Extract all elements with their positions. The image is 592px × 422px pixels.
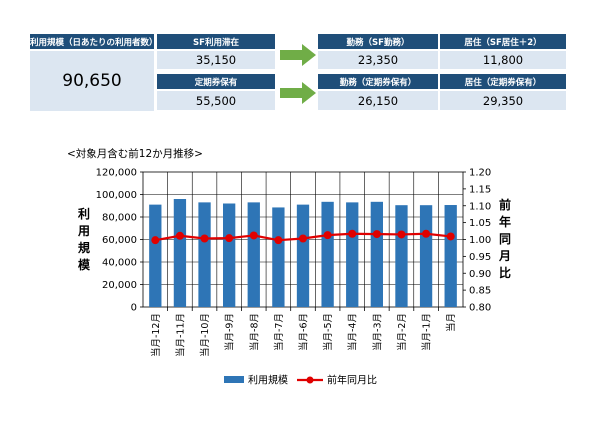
resident-sf-value: 11,800 (440, 51, 566, 69)
line-point (274, 236, 283, 245)
x-tick-label: 当月-8月 (248, 313, 260, 351)
line-point (299, 234, 307, 243)
sf-stay-header: SF利用滞在 (157, 34, 275, 49)
bar (198, 202, 211, 307)
line-point (372, 230, 381, 239)
line-point (249, 231, 258, 240)
y2-tick-label: 1.05 (469, 218, 491, 229)
resident-sf-header: 居住（SF居住＋2） (440, 34, 566, 49)
y-tick-label: 0 (131, 303, 137, 314)
bar (370, 201, 383, 307)
y2-axis-label-char: 年 (499, 214, 511, 229)
resident-pass-value: 29,350 (440, 91, 566, 110)
commuter-pass-value: 55,500 (157, 91, 275, 110)
x-tick-label: 当月-1月 (421, 313, 433, 351)
bar (444, 205, 457, 307)
x-tick-label: 当月-6月 (298, 313, 310, 351)
resident-pass-header: 居住（定期券保有） (440, 74, 566, 89)
x-tick-label: 当月 (445, 313, 457, 332)
y-axis-label-char: 利 (78, 206, 90, 221)
x-tick-label: 当月-11月 (174, 313, 186, 357)
arrow-right-icon (280, 82, 316, 104)
x-tick-label: 当月-10月 (199, 313, 211, 357)
y2-tick-label: 0.80 (469, 303, 491, 314)
y-tick-label: 120,000 (96, 168, 137, 179)
y2-tick-label: 1.00 (469, 235, 491, 246)
legend-swatch-point (306, 376, 314, 384)
x-tick-label: 当月-4月 (347, 313, 359, 351)
bar (272, 207, 285, 307)
x-tick-label: 当月-5月 (322, 313, 334, 351)
work-pass-value: 26,150 (318, 91, 438, 110)
bar (223, 203, 236, 307)
y2-tick-label: 1.10 (469, 201, 491, 212)
y-tick-label: 80,000 (102, 213, 137, 224)
y-tick-label: 40,000 (102, 258, 137, 269)
y2-axis-label-char: 月 (498, 249, 511, 263)
bar (346, 202, 359, 307)
usage-scale-header: 利用規模（日あたりの利用者数） (30, 34, 158, 49)
bar (395, 205, 408, 307)
x-tick-label: 当月-2月 (396, 313, 408, 351)
y-axis-label-char: 用 (77, 224, 90, 238)
y2-tick-label: 0.95 (469, 252, 491, 263)
line-point (200, 234, 209, 243)
line-point (175, 231, 184, 240)
y2-axis-label-char: 比 (499, 265, 511, 280)
line-point (348, 229, 357, 238)
legend-swatch-bar (224, 376, 244, 383)
arrow-right-icon (280, 44, 316, 66)
line-point (446, 232, 455, 241)
chart-title: <対象月含む前12か月推移> (67, 148, 203, 160)
y-tick-label: 60,000 (102, 235, 137, 246)
y-tick-label: 100,000 (96, 190, 137, 201)
legend-label: 前年同月比 (327, 374, 377, 387)
y-axis-label-char: 模 (78, 257, 91, 272)
y-tick-label: 20,000 (102, 280, 137, 291)
line-point (323, 231, 332, 240)
x-tick-label: 当月-3月 (371, 313, 383, 351)
line-point (397, 230, 406, 239)
sf-stay-value: 35,150 (157, 51, 275, 69)
x-tick-label: 当月-7月 (273, 313, 285, 351)
line-point (225, 234, 234, 243)
line-point (151, 236, 160, 245)
y-axis-label-char: 規 (78, 240, 90, 255)
usage-scale-value: 90,650 (30, 51, 154, 111)
legend-label: 利用規模 (248, 375, 288, 387)
y2-tick-label: 1.20 (469, 168, 491, 179)
bar (296, 204, 310, 307)
work-sf-value: 23,350 (318, 51, 438, 69)
work-sf-header: 勤務（SF勤務） (318, 34, 438, 49)
bar (247, 202, 260, 307)
bar (321, 201, 334, 307)
bar (173, 199, 187, 307)
y2-axis-label-char: 前 (499, 197, 511, 212)
y2-tick-label: 0.85 (469, 286, 491, 297)
line-point (422, 229, 431, 238)
bar (149, 204, 162, 307)
work-pass-header: 勤務（定期券保有） (318, 74, 438, 89)
y2-tick-label: 1.15 (469, 184, 491, 195)
bar (419, 205, 433, 307)
commuter-pass-header: 定期券保有 (157, 74, 275, 89)
y2-axis-label-char: 同 (499, 232, 511, 246)
x-tick-label: 当月-12月 (150, 313, 162, 357)
x-tick-label: 当月-9月 (224, 313, 236, 351)
y2-tick-label: 0.90 (469, 269, 491, 280)
